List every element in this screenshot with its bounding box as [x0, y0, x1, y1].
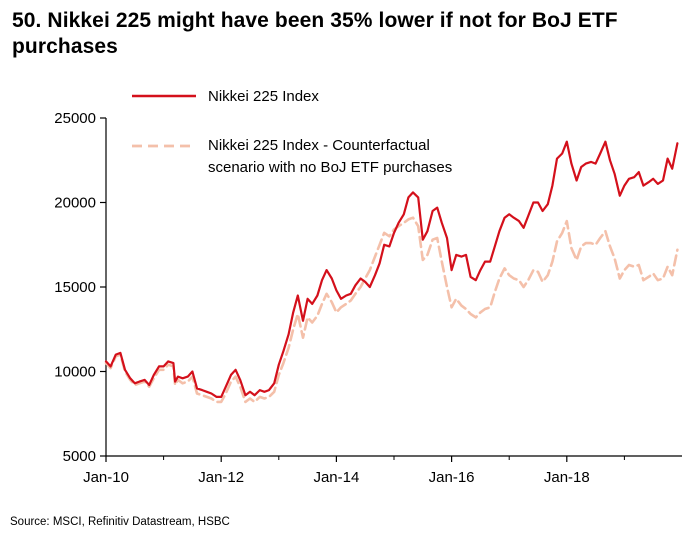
- y-tick-label: 25000: [54, 110, 96, 127]
- series-layer: [104, 140, 679, 404]
- series-line-counterfactual: [104, 216, 679, 404]
- y-tick-label: 20000: [54, 195, 96, 212]
- series-line-nikkei-225: [104, 140, 679, 398]
- legend-label-nikkei: Nikkei 225 Index: [208, 88, 319, 105]
- x-tick-label: Jan-14: [313, 469, 359, 486]
- source-note: Source: MSCI, Refinitiv Datastream, HSBC: [10, 516, 230, 528]
- legend-label-counterfactual: scenario with no BoJ ETF purchases: [208, 159, 452, 176]
- x-tick-label: Jan-10: [83, 469, 129, 486]
- legend-label-counterfactual: Nikkei 225 Index - Counterfactual: [208, 137, 430, 154]
- y-tick-label: 15000: [54, 279, 96, 296]
- legend: Nikkei 225 Index Nikkei 225 Index - Count…: [132, 88, 452, 176]
- x-tick-label: Jan-18: [544, 469, 590, 486]
- y-tick-label: 5000: [63, 448, 96, 465]
- x-tick-label: Jan-12: [198, 469, 244, 486]
- y-tick-label: 10000: [54, 364, 96, 381]
- chart-title: 50. Nikkei 225 might have been 35% lower…: [12, 9, 618, 58]
- x-tick-label: Jan-16: [429, 469, 475, 486]
- axes: 5000 10000 15000 20000 25000 Jan-10 Jan-12 Jan-…: [54, 110, 682, 486]
